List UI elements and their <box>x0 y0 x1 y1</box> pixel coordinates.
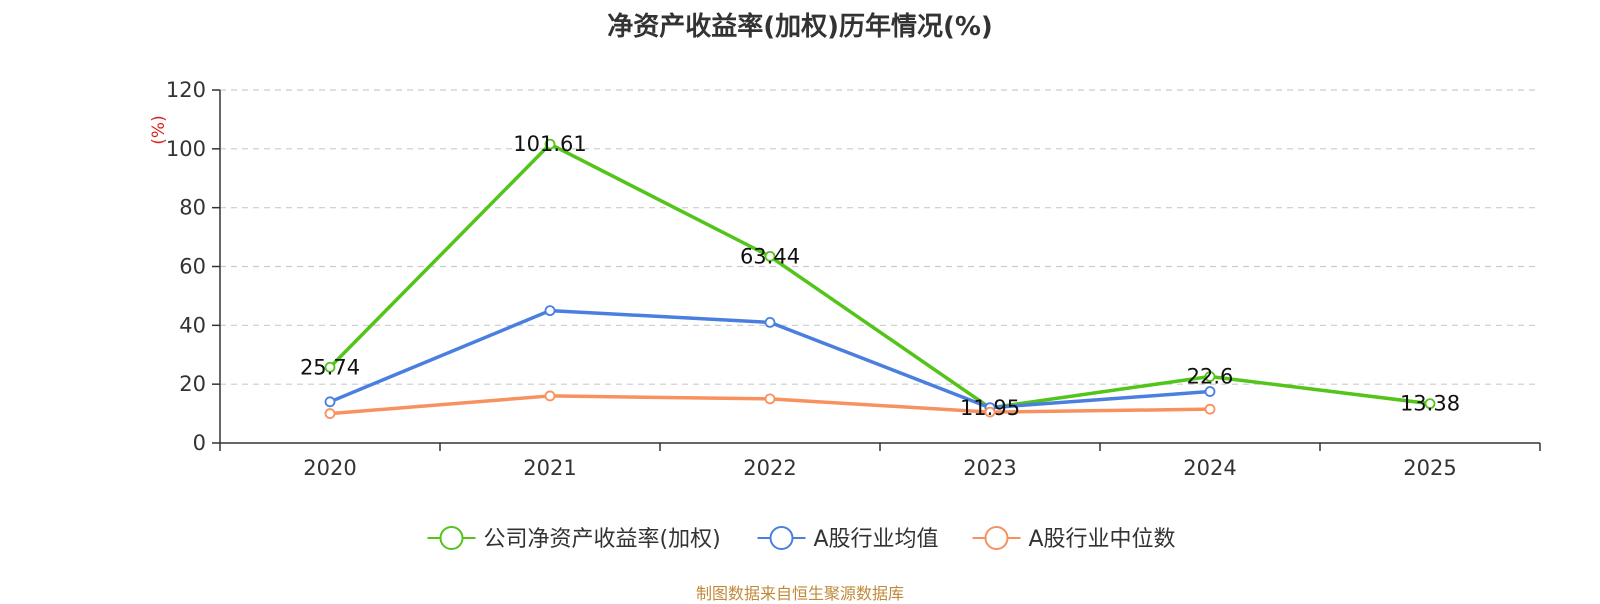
data-point <box>324 408 336 419</box>
y-tick-label: 20 <box>179 372 206 396</box>
data-label: 25.74 <box>300 355 360 379</box>
data-label: 63.44 <box>740 244 800 268</box>
data-label: 13.38 <box>1400 392 1460 416</box>
x-tick-label: 2021 <box>523 456 576 480</box>
series-lines <box>324 138 1436 419</box>
legend-item: A股行业均值 <box>757 526 939 552</box>
y-tick-label: 60 <box>179 255 206 279</box>
data-point <box>544 305 556 317</box>
y-tick-label: 0 <box>193 431 206 455</box>
legend-label: 公司净资产收益率(加权) <box>484 527 721 552</box>
axes: 0 20 40 60 80 100 120 (%) 2020 2021 2022 2023 2024 20… <box>149 78 1541 480</box>
data-point <box>1204 386 1216 397</box>
x-tick-label: 2022 <box>743 456 796 480</box>
x-tick-label: 2024 <box>1183 456 1236 480</box>
legend-item: 公司净资产收益率(加权) <box>427 526 721 552</box>
legend-item: A股行业中位数 <box>972 526 1176 552</box>
data-label: 11.95 <box>960 396 1020 420</box>
x-tick-label: 2023 <box>963 456 1016 480</box>
data-point <box>764 393 776 405</box>
y-tick-label: 80 <box>179 196 206 220</box>
legend: 公司净资产收益率(加权) A股行业均值 A股行业中位数 <box>427 526 1176 552</box>
data-point <box>1424 398 1436 410</box>
x-tick-label: 2025 <box>1403 456 1456 480</box>
legend-marker <box>984 526 1009 550</box>
legend-label: A股行业中位数 <box>1029 527 1176 552</box>
y-axis-label: (%) <box>149 115 169 144</box>
data-label: 22.6 <box>1187 365 1234 389</box>
y-tick-label: 40 <box>179 313 206 337</box>
gridlines <box>220 89 1540 385</box>
y-tick-label: 120 <box>166 78 206 102</box>
data-point <box>984 406 996 418</box>
source-note: 制图数据来自恒生聚源数据库 <box>695 584 904 603</box>
data-point <box>544 138 556 150</box>
legend-label: A股行业均值 <box>814 527 939 552</box>
legend-marker <box>439 526 464 550</box>
legend-marker <box>769 526 794 550</box>
data-point <box>324 361 336 373</box>
chart-title: 净资产收益率(加权)历年情况(%) <box>607 12 993 42</box>
data-point <box>1204 403 1216 415</box>
data-point <box>544 390 556 402</box>
data-point <box>764 250 776 262</box>
y-tick-label: 100 <box>166 137 206 161</box>
data-point <box>324 396 336 408</box>
series-line <box>328 142 1431 410</box>
data-label: 101.61 <box>513 132 586 156</box>
data-labels: 25.74 101.61 63.44 11.95 22.6 13.38 <box>300 132 1460 420</box>
data-point <box>1204 371 1216 382</box>
data-point <box>764 316 776 328</box>
x-tick-label: 2020 <box>303 456 356 480</box>
